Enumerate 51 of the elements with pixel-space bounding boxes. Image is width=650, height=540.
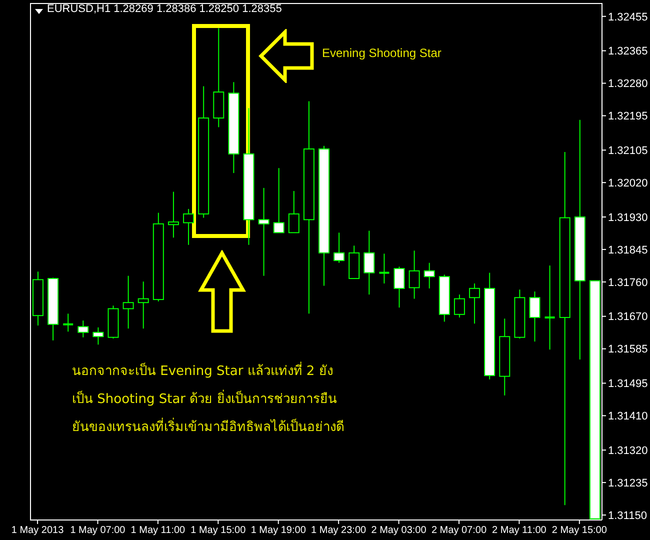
x-tick-label: 1 May 11:00 <box>130 525 186 536</box>
y-tick-label: 1.31235 <box>608 477 648 490</box>
x-tick-label: 1 May 19:00 <box>250 525 306 536</box>
y-tick-label: 1.32455 <box>608 11 648 24</box>
candlestick <box>424 262 435 289</box>
y-tick-label: 1.31495 <box>608 378 648 390</box>
candlestick <box>288 190 300 234</box>
candlestick <box>62 313 74 332</box>
x-tick-label: 1 May 07:00 <box>70 525 126 536</box>
y-tick-label: 1.32020 <box>608 178 648 190</box>
y-tick-label: 1.32280 <box>608 78 648 90</box>
candlestick <box>364 230 375 296</box>
annotation: นอกจากจะเป็น Evening Star แล้วแท่งที่ 2 ยัง <box>72 360 333 381</box>
y-tick-label: 1.31760 <box>608 276 648 289</box>
candlestick <box>529 290 540 342</box>
candlestick <box>408 250 420 300</box>
candlestick <box>78 320 89 338</box>
y-tick-label: 1.31150 <box>608 510 647 522</box>
y-tick-label: 1.31320 <box>608 444 648 457</box>
annotation: เป็น Shooting Star ด้วย ยิ่งเป็นการช่วยการยืน <box>72 388 337 409</box>
candlestick <box>378 253 390 284</box>
chart-title: EURUSD,H1 1.28269 1.28386 1.28250 1.28355 <box>47 3 282 15</box>
candlestick <box>258 187 270 276</box>
candlestick <box>454 294 465 318</box>
y-tick-label: 1.32365 <box>608 46 648 58</box>
y-tick-label: 1.31585 <box>608 344 648 356</box>
y-tick-label: 1.31670 <box>608 311 648 324</box>
x-tick-label: 2 May 03:00 <box>371 525 427 536</box>
annotation: ยันของเทรนลงที่เริ่มเข้ามามีอิทธิพลได้เป็นอย่างดี <box>72 416 344 437</box>
x-tick-label: 2 May 11:00 <box>492 525 547 536</box>
y-tick-label: 1.31410 <box>608 410 648 423</box>
x-tick-label: 1 May 2013 <box>11 525 64 536</box>
candlestick <box>183 208 194 246</box>
candlestick <box>92 326 104 346</box>
y-tick-label: 1.32105 <box>608 145 648 158</box>
candlestick <box>469 282 480 324</box>
candlestick <box>122 275 134 330</box>
candlestick <box>138 281 149 330</box>
candlestick <box>168 191 179 238</box>
x-tick-label: 1 May 15:00 <box>190 525 246 536</box>
y-tick-label: 1.32195 <box>608 110 648 123</box>
x-tick-label: 2 May 15:00 <box>552 525 608 536</box>
x-tick-label: 1 May 23:00 <box>311 525 367 536</box>
candlestick <box>334 232 345 264</box>
candlestick <box>394 266 405 308</box>
y-tick-label: 1.31845 <box>608 244 648 256</box>
candlestick <box>544 265 556 350</box>
annotation: Evening Shooting Star <box>322 46 442 60</box>
candlestick <box>273 168 284 234</box>
x-tick-label: 2 May 07:00 <box>431 525 487 536</box>
y-tick-label: 1.31930 <box>608 212 648 224</box>
